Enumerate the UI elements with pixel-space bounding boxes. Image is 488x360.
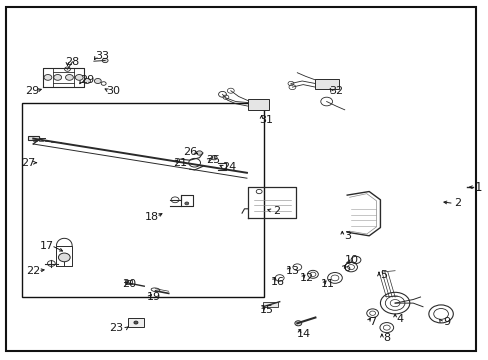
Text: 10: 10	[345, 255, 358, 265]
Text: 1: 1	[473, 181, 481, 194]
Circle shape	[184, 202, 188, 205]
Text: 14: 14	[297, 329, 310, 339]
Text: 25: 25	[205, 155, 219, 165]
Circle shape	[94, 78, 101, 84]
Text: 28: 28	[65, 57, 80, 67]
Text: 30: 30	[106, 86, 120, 96]
Circle shape	[102, 58, 108, 63]
Circle shape	[134, 321, 138, 324]
Text: 29: 29	[24, 86, 39, 96]
Circle shape	[211, 156, 217, 160]
Text: 18: 18	[144, 212, 158, 222]
Circle shape	[75, 75, 83, 80]
Text: 16: 16	[270, 276, 284, 287]
Text: 2: 2	[272, 206, 279, 216]
Bar	[315, 79, 338, 89]
Bar	[28, 136, 39, 140]
Bar	[248, 99, 268, 110]
Circle shape	[54, 75, 61, 80]
Bar	[263, 302, 277, 307]
Text: 22: 22	[26, 266, 41, 276]
Text: 12: 12	[300, 273, 313, 283]
Text: 32: 32	[329, 86, 343, 96]
Text: 33: 33	[95, 51, 108, 61]
Text: 9: 9	[442, 317, 449, 327]
Bar	[128, 318, 143, 327]
Text: 3: 3	[343, 231, 350, 241]
Text: 8: 8	[383, 333, 389, 343]
Circle shape	[44, 75, 52, 80]
Circle shape	[59, 253, 70, 262]
Text: 19: 19	[147, 292, 161, 302]
Text: 6: 6	[343, 263, 350, 273]
Circle shape	[294, 321, 301, 326]
Text: 24: 24	[221, 162, 236, 172]
Text: 4: 4	[396, 314, 403, 324]
Text: 13: 13	[285, 266, 299, 276]
Text: 7: 7	[368, 317, 375, 327]
Text: 2: 2	[453, 198, 460, 208]
Text: 17: 17	[40, 240, 53, 251]
Circle shape	[196, 151, 202, 155]
Bar	[124, 280, 132, 284]
Circle shape	[65, 75, 73, 80]
Text: 15: 15	[259, 305, 273, 315]
Text: 20: 20	[122, 279, 136, 289]
Text: 5: 5	[380, 270, 386, 280]
Circle shape	[83, 78, 90, 84]
Text: 26: 26	[183, 147, 196, 157]
Bar	[22, 103, 264, 297]
Text: 21: 21	[173, 158, 186, 168]
Text: 31: 31	[259, 114, 273, 125]
Text: 29: 29	[80, 75, 94, 85]
Text: 23: 23	[109, 323, 123, 333]
Text: 11: 11	[321, 279, 334, 289]
Text: 27: 27	[21, 158, 36, 168]
